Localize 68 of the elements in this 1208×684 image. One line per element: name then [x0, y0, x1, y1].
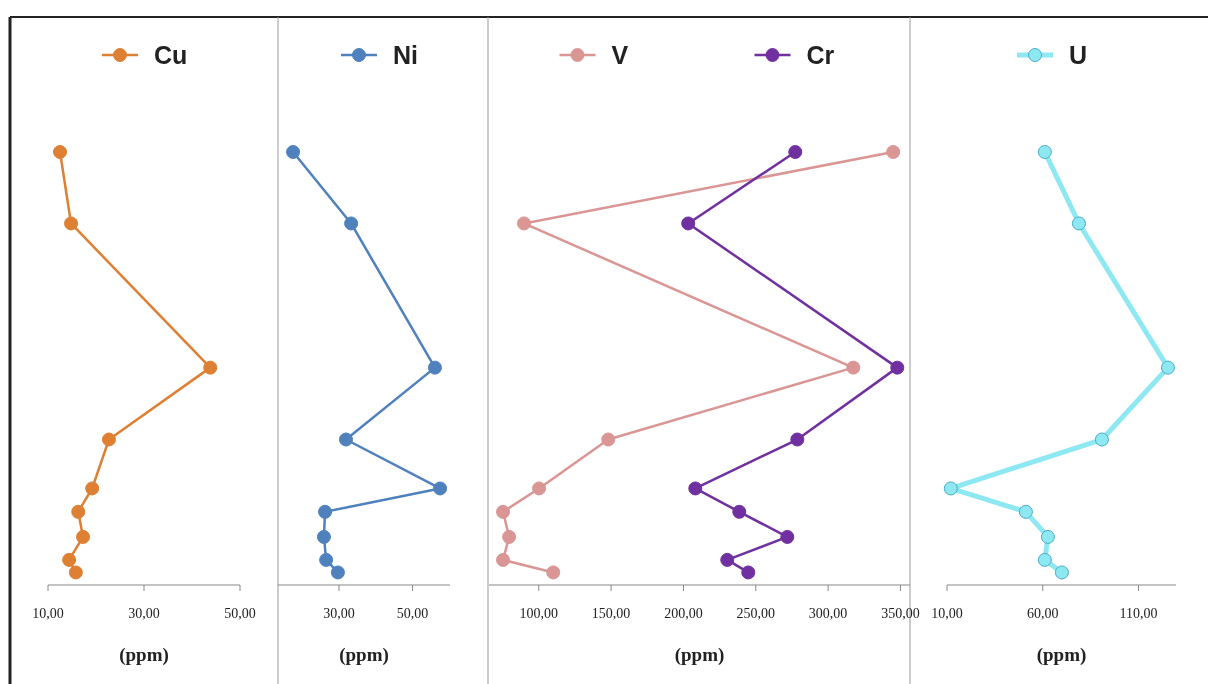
point [681, 216, 696, 231]
point [71, 504, 86, 519]
point [1037, 552, 1052, 567]
point [76, 529, 91, 544]
legend-label: Ni [393, 41, 418, 69]
point [846, 360, 861, 375]
x-tick-label: 50,00 [396, 606, 429, 621]
point [741, 565, 756, 580]
point [1071, 216, 1086, 231]
point [1040, 529, 1055, 544]
x-axis-title: (ppm) [339, 644, 389, 666]
x-tick-label: 300,00 [808, 606, 848, 621]
point [427, 360, 442, 375]
x-axis-title: (ppm) [1036, 644, 1087, 666]
point [319, 552, 334, 567]
point [64, 216, 79, 231]
point [1094, 432, 1109, 447]
point [330, 565, 345, 580]
x-tick-label: 110,00 [1119, 606, 1158, 621]
point [1054, 565, 1069, 580]
point [101, 432, 116, 447]
x-axis-title: (ppm) [674, 644, 725, 666]
x-tick-label: 50,00 [224, 606, 256, 621]
x-axis-title: (ppm) [119, 644, 169, 666]
legend-label: U [1069, 41, 1088, 69]
legend-label: Cr [806, 41, 835, 69]
point [720, 552, 735, 567]
point [286, 145, 301, 159]
legend-label: Cu [154, 41, 188, 69]
point [546, 565, 561, 580]
point [890, 360, 905, 375]
point [338, 432, 353, 447]
point [790, 432, 805, 447]
x-tick-label: 100,00 [519, 606, 559, 621]
legend-label: V [611, 41, 629, 69]
x-tick-label: 10,00 [32, 606, 64, 621]
point [788, 145, 803, 159]
point [532, 481, 547, 496]
point [344, 216, 359, 231]
point [1018, 504, 1033, 519]
x-tick-label: 10,00 [931, 606, 963, 621]
point [433, 481, 448, 496]
x-tick-label: 250,00 [736, 606, 776, 621]
x-tick-label: 200,00 [664, 606, 703, 621]
point [517, 216, 532, 231]
point [318, 504, 333, 519]
point [601, 432, 616, 447]
point [85, 481, 100, 496]
point [1160, 360, 1175, 375]
x-tick-label: 30,00 [128, 606, 160, 621]
point [316, 529, 331, 544]
point [53, 145, 67, 159]
x-tick-label: 60,00 [1026, 606, 1059, 621]
point [732, 504, 747, 519]
point [496, 504, 511, 519]
point [496, 552, 511, 567]
x-tick-label: 350,00 [881, 606, 920, 621]
point [1037, 145, 1052, 159]
point [68, 565, 83, 580]
point [203, 360, 218, 375]
point [688, 481, 703, 496]
point [943, 481, 958, 496]
point [886, 145, 901, 159]
x-tick-label: 30,00 [323, 606, 355, 621]
point [780, 529, 795, 544]
x-tick-label: 150,00 [591, 606, 631, 621]
point [502, 529, 517, 544]
point [62, 552, 77, 567]
